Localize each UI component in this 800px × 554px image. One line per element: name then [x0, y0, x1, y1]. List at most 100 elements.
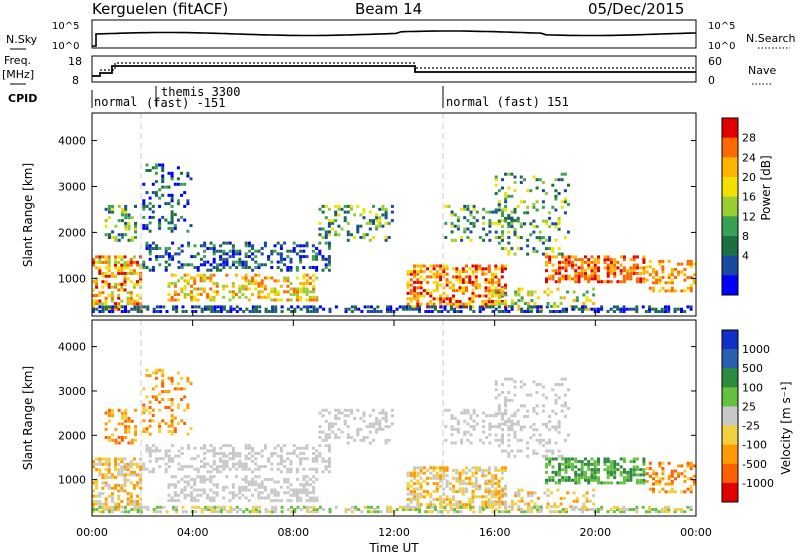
velocity-cell	[500, 500, 504, 504]
power-cell	[465, 289, 468, 293]
velocity-cell	[136, 462, 139, 466]
velocity-cell	[95, 468, 99, 472]
velocity-cell	[375, 419, 379, 423]
power-cell	[368, 221, 372, 225]
power-cell	[110, 274, 114, 278]
power-cell	[413, 272, 417, 276]
power-cell	[170, 215, 174, 219]
power-cell	[101, 280, 105, 284]
velocity-cell	[463, 430, 467, 434]
velocity-cell	[692, 482, 696, 486]
power-cell	[491, 300, 494, 303]
power-cell	[494, 302, 498, 305]
power-cell	[475, 219, 479, 223]
power-cell	[686, 259, 690, 263]
velocity-cell	[635, 510, 639, 514]
power-cell	[648, 273, 652, 277]
velocity-cell	[384, 441, 388, 445]
velocity-cell	[279, 454, 283, 458]
velocity-cell	[292, 491, 296, 495]
power-cell	[299, 244, 303, 248]
velocity-cell	[546, 494, 550, 498]
velocity-cell	[104, 481, 108, 485]
velocity-cell	[283, 477, 287, 481]
power-cell	[132, 271, 136, 275]
velocity-cell	[258, 505, 262, 509]
power-cell	[584, 271, 587, 275]
power-cell	[154, 191, 158, 195]
velocity-cell	[642, 481, 646, 485]
velocity-cell	[296, 491, 299, 495]
velocity-cell	[199, 446, 203, 450]
velocity-cell	[606, 460, 610, 464]
velocity-cell	[324, 467, 328, 471]
velocity-cell	[254, 467, 258, 471]
power-cell	[554, 189, 558, 193]
power-cell	[455, 300, 459, 303]
power-cell	[251, 268, 255, 272]
power-cell	[507, 236, 511, 239]
power-cell	[427, 305, 431, 309]
power-cell	[124, 216, 128, 220]
power-cell	[245, 307, 249, 311]
power-cell	[289, 257, 293, 261]
velocity-cell	[561, 510, 565, 514]
power-cell	[148, 229, 152, 233]
velocity-cell	[402, 505, 405, 509]
velocity-cell	[257, 485, 261, 489]
power-cell	[563, 200, 567, 204]
power-cell	[146, 307, 150, 311]
power-cell	[648, 259, 652, 263]
velocity-cell	[180, 491, 184, 495]
velocity-cell	[510, 499, 514, 503]
power-cell	[378, 207, 382, 211]
power-cell	[158, 188, 162, 192]
velocity-cell	[482, 425, 486, 429]
velocity-cell	[311, 457, 315, 461]
velocity-cell	[257, 467, 261, 471]
power-cell	[136, 307, 140, 311]
velocity-cell	[613, 476, 617, 480]
velocity-cell	[174, 454, 178, 458]
velocity-cell	[260, 465, 264, 469]
power-cell	[327, 260, 331, 264]
velocity-cell	[283, 459, 287, 463]
velocity-cell	[368, 414, 372, 418]
power-cell	[158, 255, 162, 259]
velocity-cell	[95, 484, 99, 488]
velocity-cell	[482, 411, 486, 415]
velocity-cell	[507, 454, 511, 458]
velocity-cell	[129, 502, 133, 506]
velocity-cell	[378, 419, 382, 423]
power-cell	[645, 265, 649, 269]
velocity-cell	[344, 508, 348, 511]
power-cell	[563, 172, 567, 176]
power-cell	[110, 296, 114, 300]
power-cell	[260, 263, 264, 267]
velocity-cell	[655, 474, 659, 478]
power-cell	[225, 263, 229, 267]
velocity-cell	[497, 505, 501, 509]
velocity-cell	[513, 380, 517, 384]
velocity-cell	[689, 487, 693, 491]
power-cell	[279, 252, 283, 256]
power-cell	[134, 230, 137, 234]
power-cell	[622, 280, 626, 284]
power-cell	[558, 263, 561, 267]
power-cell	[254, 249, 258, 253]
velocity-cell	[155, 459, 159, 463]
power-cell	[517, 304, 521, 308]
power-cell	[302, 273, 306, 277]
power-cell	[389, 305, 393, 309]
power-cell	[263, 287, 267, 291]
power-cell	[481, 272, 485, 276]
power-cell	[612, 305, 616, 309]
power-cell	[315, 266, 319, 269]
power-cell	[655, 273, 659, 277]
velocity-cell	[207, 508, 210, 511]
power-cell	[104, 307, 108, 311]
power-cell	[484, 272, 488, 276]
power-cell	[567, 255, 571, 259]
velocity-cell	[159, 510, 163, 514]
velocity-cell	[517, 508, 521, 511]
